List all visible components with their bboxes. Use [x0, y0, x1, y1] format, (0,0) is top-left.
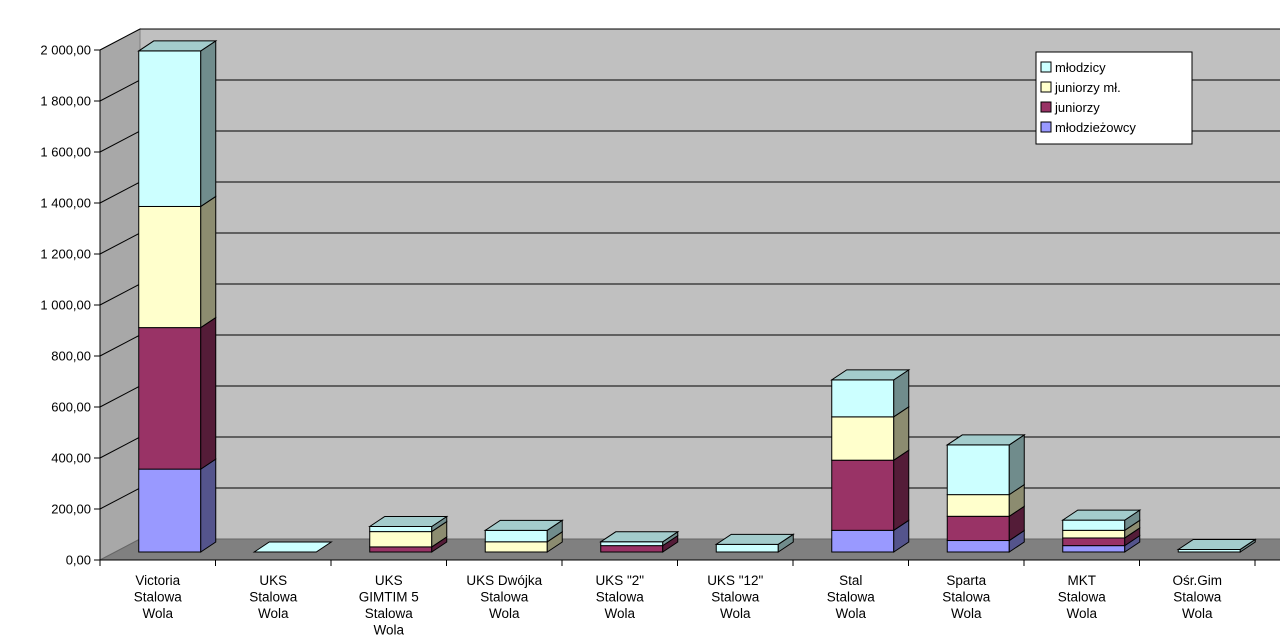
- bar-segment: [831, 459, 895, 531]
- x-axis-categories: Victoria Stalowa Wola UKS Stalowa Wola UKS GIMT…: [99, 560, 1256, 638]
- bar-segment-side: [200, 316, 217, 471]
- x-category-label: UKS "2" Stalowa Wola: [595, 573, 644, 621]
- bar-segment-side: [200, 195, 217, 329]
- x-category-label: Ośr.Gim Stalowa Wola: [1173, 573, 1223, 621]
- bar-segment: [831, 379, 895, 418]
- x-category-label: Sparta Stalowa Wola: [942, 573, 991, 621]
- bar-segment: [946, 515, 1010, 542]
- bar-segment: [946, 540, 1010, 553]
- bar-segment-side: [200, 39, 217, 208]
- legend-label: młodzicy: [1055, 60, 1106, 75]
- bar-stack: [599, 530, 680, 553]
- y-tick-label: 600,00: [51, 400, 91, 415]
- y-tick-label: 200,00: [51, 502, 91, 517]
- x-category-label: Stal Stalowa Wola: [827, 573, 876, 621]
- bar-segment: [600, 541, 664, 547]
- bar-stack: [368, 515, 449, 553]
- bar-segment-top: [137, 40, 218, 52]
- bar-stack: [1061, 509, 1142, 553]
- legend-swatch: [1040, 101, 1052, 113]
- gridline: [99, 28, 1280, 51]
- bar-segment: [831, 416, 895, 461]
- x-category-label: Victoria Stalowa Wola: [134, 573, 183, 621]
- bar-segment: [484, 529, 548, 543]
- bar-segment-top: [830, 369, 911, 381]
- bar-segment: [369, 526, 433, 533]
- bar-segment: [946, 444, 1010, 496]
- legend-swatch: [1040, 121, 1052, 133]
- bar-segment: [369, 531, 433, 548]
- bars: [137, 39, 1257, 553]
- legend: młodzicy juniorzy mł. juniorzy młodzieżowcy: [1035, 51, 1193, 145]
- legend-label: młodzieżowcy: [1055, 120, 1136, 135]
- legend-box: [1035, 51, 1193, 145]
- bar-stack: [1176, 538, 1257, 553]
- y-tick-label: 800,00: [51, 349, 91, 364]
- bar-stack: [137, 39, 218, 553]
- x-category-label: UKS Dwójka Stalowa Wola: [466, 573, 542, 621]
- bar-segment-top: [1176, 538, 1257, 550]
- bar-segment: [1062, 545, 1126, 553]
- bar-segment: [138, 50, 202, 207]
- legend-swatch: [1040, 81, 1052, 93]
- y-tick-label: 1 600,00: [40, 145, 91, 160]
- y-tick-label: 1 000,00: [40, 298, 91, 313]
- y-tick-label: 1 200,00: [40, 247, 91, 262]
- bar-segment: [484, 541, 548, 553]
- legend-label: juniorzy mł.: [1054, 80, 1121, 95]
- bar-segment: [715, 543, 779, 553]
- y-tick-label: 1 800,00: [40, 94, 91, 109]
- bar-segment: [831, 529, 895, 553]
- x-category-label: UKS Stalowa Wola: [249, 573, 298, 621]
- bar-segment: [600, 545, 664, 553]
- x-category-label: MKT Stalowa Wola: [1058, 573, 1107, 621]
- bar-segment: [1062, 519, 1126, 531]
- bar-segment-top: [368, 516, 449, 527]
- bar-stack: [714, 533, 795, 553]
- y-axis-ticks: 0,00 200,00 400,00 600,00 800,00 1 000,00 1 20…: [40, 43, 100, 568]
- legend-label: juniorzy: [1054, 100, 1100, 115]
- bar-segment-top: [714, 533, 795, 545]
- bar-segment-top: [599, 531, 680, 543]
- bar-segment: [946, 494, 1010, 517]
- bar-segment: [138, 468, 202, 553]
- bar-segment: [138, 205, 202, 329]
- bar-stack: [945, 433, 1026, 553]
- bar-segment: [369, 546, 433, 553]
- bar-segment: [138, 327, 202, 470]
- y-tick-label: 2 000,00: [40, 43, 91, 58]
- bar-segment-side: [893, 449, 910, 532]
- bar-segment-top: [945, 434, 1026, 446]
- bar-stack: [483, 519, 564, 553]
- y-tick-label: 1 400,00: [40, 196, 91, 211]
- y-tick-label: 0,00: [66, 553, 91, 568]
- bar-segment-top: [1061, 509, 1142, 521]
- bar-segment: [1062, 537, 1126, 547]
- bar-segment-empty: [252, 541, 333, 553]
- legend-swatch: [1040, 61, 1052, 73]
- bar-segment-side: [200, 458, 217, 553]
- x-category-label: UKS "12" Stalowa Wola: [707, 573, 763, 621]
- bar-stack: [830, 368, 911, 553]
- bar-segment: [1062, 529, 1126, 539]
- bar-stack: [252, 541, 333, 553]
- x-category-label: UKS GIMTIM 5 Stalowa Wola: [359, 573, 419, 638]
- bar-segment-top: [483, 519, 564, 531]
- y-tick-label: 400,00: [51, 451, 91, 466]
